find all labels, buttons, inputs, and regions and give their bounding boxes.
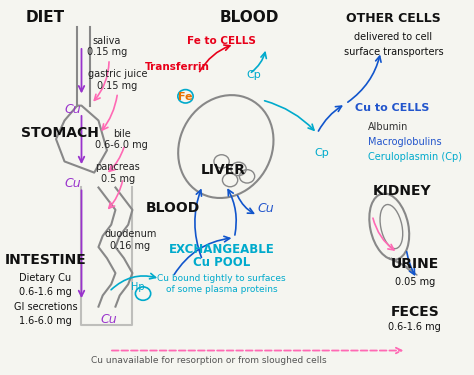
Text: Fe: Fe [178, 92, 193, 102]
Text: surface transporters: surface transporters [344, 46, 443, 57]
Text: Cu unavailable for resorption or from sloughed cells: Cu unavailable for resorption or from sl… [91, 356, 327, 365]
Text: FECES: FECES [391, 305, 439, 319]
Text: Cu POOL: Cu POOL [193, 256, 250, 268]
Text: 0.6-1.6 mg: 0.6-1.6 mg [388, 322, 441, 332]
Text: Cp: Cp [314, 148, 328, 158]
Text: INTESTINE: INTESTINE [5, 253, 86, 267]
Text: of some plasma proteins: of some plasma proteins [166, 285, 277, 294]
Text: 0.05 mg: 0.05 mg [395, 277, 435, 287]
Text: DIET: DIET [26, 10, 65, 25]
Text: Dietary Cu: Dietary Cu [19, 273, 72, 283]
Text: Cu bound tightly to surfaces: Cu bound tightly to surfaces [157, 274, 286, 283]
Text: Cu: Cu [64, 177, 82, 190]
Text: bile
0.6-6.0 mg: bile 0.6-6.0 mg [95, 129, 148, 150]
Text: Macroglobulins: Macroglobulins [368, 137, 442, 147]
Text: STOMACH: STOMACH [21, 126, 99, 140]
Text: BLOOD: BLOOD [219, 10, 279, 25]
Text: URINE: URINE [391, 256, 439, 270]
Text: KIDNEY: KIDNEY [373, 184, 431, 198]
Text: Ceruloplasmin (Cp): Ceruloplasmin (Cp) [368, 152, 462, 162]
Text: Fe to CELLS: Fe to CELLS [187, 36, 256, 46]
Text: Transferrin: Transferrin [145, 62, 210, 72]
Text: saliva
0.15 mg: saliva 0.15 mg [87, 36, 127, 57]
Text: 0.6-1.6 mg: 0.6-1.6 mg [19, 288, 72, 297]
Text: duodenum
0.16 mg: duodenum 0.16 mg [104, 230, 156, 251]
Text: pancreas
0.5 mg: pancreas 0.5 mg [95, 162, 140, 184]
Text: Cu to CELLS: Cu to CELLS [356, 103, 429, 113]
Text: gastric juice
0.15 mg: gastric juice 0.15 mg [88, 69, 147, 91]
Text: Cu: Cu [64, 103, 82, 116]
Text: LIVER: LIVER [201, 164, 246, 177]
Text: Cu: Cu [258, 202, 274, 215]
Text: EXCHANGEABLE: EXCHANGEABLE [169, 243, 274, 256]
Text: GI secretions: GI secretions [14, 302, 77, 312]
Text: 1.6-6.0 mg: 1.6-6.0 mg [19, 316, 72, 326]
Text: Cp: Cp [246, 70, 261, 80]
Text: Hp: Hp [131, 282, 145, 292]
Text: Cu: Cu [101, 314, 118, 326]
Text: Albumin: Albumin [368, 122, 409, 132]
Text: OTHER CELLS: OTHER CELLS [346, 12, 441, 25]
Text: BLOOD: BLOOD [146, 201, 200, 215]
Text: delivered to cell: delivered to cell [355, 33, 433, 42]
